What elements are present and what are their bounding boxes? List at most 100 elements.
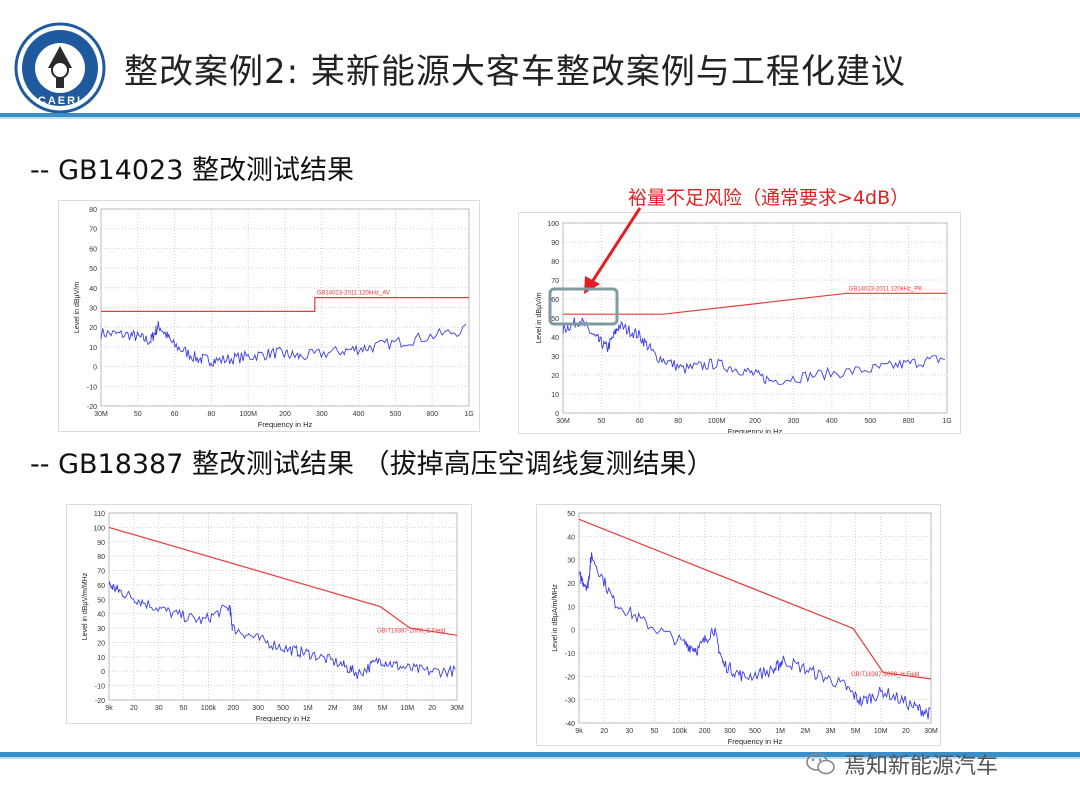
x-tick-label: 400 <box>826 418 838 425</box>
x-tick-label: 300 <box>316 411 328 418</box>
y-tick-label: 80 <box>89 207 97 214</box>
x-tick-label: 1G <box>942 418 951 425</box>
section-gb18387: -- GB18387 整改测试结果 （拔掉高压空调线复测结果） <box>30 449 714 480</box>
y-tick-label: 20 <box>89 325 97 332</box>
y-tick-label: 40 <box>567 534 575 541</box>
footer-rule <box>0 752 1080 757</box>
x-tick-label: 50 <box>598 418 606 425</box>
x-tick-label: 80 <box>208 411 216 418</box>
limit-label: GB/T18387-2008_E Field <box>377 628 445 634</box>
y-tick-label: 50 <box>97 597 105 604</box>
y-tick-label: 20 <box>97 640 105 647</box>
x-tick-label: 30M <box>450 705 464 712</box>
y-tick-label: 20 <box>551 373 559 380</box>
x-tick-label: 300 <box>724 728 736 735</box>
x-tick-label: 500 <box>864 418 876 425</box>
x-axis-label: Frequency in Hz <box>728 737 783 745</box>
x-tick-label: 60 <box>171 411 179 418</box>
header-rule <box>0 113 1080 117</box>
chart-gb14023-av: 80 70 60 50 40 30 20 10 0 -10 -20 30M 50 60 80 100M 200 3… <box>58 200 480 432</box>
plot-frame <box>108 512 458 701</box>
x-tick-label: 9k <box>575 728 583 735</box>
x-tick-label: 30 <box>625 728 633 735</box>
x-tick-label: 2M <box>328 705 338 712</box>
y-tick-label: 100 <box>93 525 105 532</box>
x-tick-label: 60 <box>636 418 644 425</box>
x-tick-label: 200 <box>227 705 239 712</box>
x-tick-label: 300 <box>788 418 800 425</box>
footer-rule-light <box>0 757 1080 759</box>
chart-gb18387-h: 50 40 30 20 10 0 -10 -20 -30 -40 9k 20 30 50 100k 200 30… <box>536 504 941 746</box>
y-tick-label: 0 <box>101 669 105 676</box>
x-tick-label: 5M <box>378 705 388 712</box>
y-tick-label: 30 <box>567 558 575 565</box>
measurement-trace <box>108 580 456 680</box>
x-tick-label: 50 <box>651 728 659 735</box>
limit-line <box>578 518 932 680</box>
y-tick-label: 90 <box>551 240 559 247</box>
watermark: 焉知新能源汽车 <box>806 748 998 780</box>
y-tick-label: 40 <box>551 335 559 342</box>
x-axis-label: Frequency in Hz <box>258 420 313 429</box>
y-tick-label: 10 <box>567 604 575 611</box>
x-tick-label: 30M <box>94 411 108 418</box>
y-axis-label: Level in dBµV/m <box>536 292 543 343</box>
x-tick-label: 100k <box>201 705 217 712</box>
x-tick-label: 20 <box>428 705 436 712</box>
plot-frame <box>100 208 470 407</box>
margin-risk-callout: 裕量不足风险（通常要求>4dB） <box>628 187 910 209</box>
x-tick-label: 10M <box>400 705 414 712</box>
x-tick-label: 300 <box>252 705 264 712</box>
y-tick-label: 50 <box>89 266 97 273</box>
x-tick-label: 50 <box>180 705 188 712</box>
y-tick-label: -40 <box>565 721 575 728</box>
x-tick-label: 20 <box>600 728 608 735</box>
limit-label: GB/T18387-2008_H Field <box>851 672 919 678</box>
measurement-trace <box>578 552 931 720</box>
y-tick-label: 30 <box>89 306 97 313</box>
x-tick-label: 200 <box>279 411 291 418</box>
wechat-icon <box>806 753 835 775</box>
x-tick-label: 5M <box>851 728 861 735</box>
limit-line <box>101 296 469 313</box>
y-tick-label: -20 <box>95 698 105 705</box>
header-rule-light <box>0 117 1080 119</box>
logo-text: CAERI <box>38 95 82 107</box>
y-tick-label: 60 <box>89 246 97 253</box>
y-tick-label: 50 <box>567 511 575 518</box>
limit-label: GB14023-2011 120kHz_AV <box>317 291 390 297</box>
y-tick-label: 60 <box>97 583 105 590</box>
page-title: 整改案例2: 某新能源大客车整改案例与工程化建议 <box>124 52 906 92</box>
y-tick-label: 30 <box>97 626 105 633</box>
chart-gb18387-e: 110 100 90 80 70 60 50 40 30 20 10 0 -10 -20 9k 20 30 50 1… <box>66 504 472 724</box>
limit-line <box>108 526 458 636</box>
x-tick-label: 80 <box>674 418 682 425</box>
x-tick-label: 800 <box>426 411 438 418</box>
limit-label: GB14023-2011 120kHz_PK <box>849 286 923 292</box>
y-tick-label: 70 <box>89 227 97 234</box>
y-tick-label: 70 <box>97 569 105 576</box>
y-tick-label: 0 <box>555 411 559 418</box>
y-tick-label: 50 <box>551 316 559 323</box>
y-tick-label: -10 <box>95 684 105 691</box>
y-axis-label: Level in dBµA/m/MHz <box>552 584 559 652</box>
y-tick-label: -20 <box>87 404 97 411</box>
y-tick-label: -10 <box>87 384 97 391</box>
y-tick-label: 10 <box>89 345 97 352</box>
y-tick-label: 90 <box>97 540 105 547</box>
y-tick-label: 70 <box>551 278 559 285</box>
x-tick-label: 30M <box>924 728 938 735</box>
y-tick-label: 30 <box>551 354 559 361</box>
y-tick-label: 40 <box>89 286 97 293</box>
y-tick-label: 110 <box>94 511 105 518</box>
x-tick-label: 30 <box>155 705 163 712</box>
x-tick-label: 3M <box>353 705 363 712</box>
x-tick-label: 1M <box>775 728 785 735</box>
section-gb14023: -- GB14023 整改测试结果 <box>30 155 354 186</box>
x-tick-label: 500 <box>749 728 761 735</box>
x-tick-label: 30M <box>556 418 570 425</box>
